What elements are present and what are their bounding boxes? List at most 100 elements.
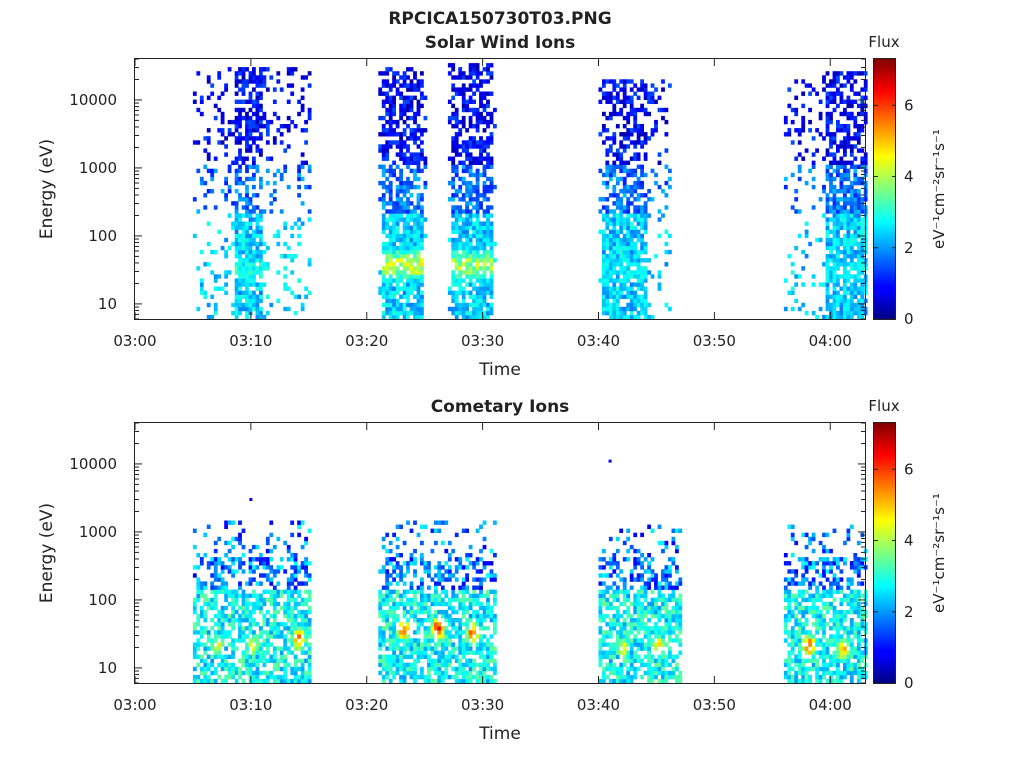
heatmap-cell <box>493 613 497 619</box>
heatmap-cell <box>465 674 469 680</box>
heatmap-cell <box>461 674 466 680</box>
heatmap-cell <box>238 180 242 186</box>
heatmap-cell <box>255 557 260 562</box>
heatmap-cell <box>661 107 665 113</box>
heatmap-cell <box>402 254 407 259</box>
heatmap-cell <box>392 310 396 316</box>
heatmap-cell <box>304 557 308 562</box>
heatmap-cell <box>619 314 624 320</box>
heatmap-cell <box>283 124 288 129</box>
heatmap-cell <box>836 217 840 222</box>
heatmap-cell <box>206 666 211 672</box>
heatmap-cell <box>210 561 215 566</box>
heatmap-cell <box>399 294 403 299</box>
heatmap-cell <box>245 650 249 655</box>
heatmap-cell <box>636 626 641 631</box>
heatmap-cell <box>811 136 816 141</box>
heatmap-cell <box>293 294 298 299</box>
heatmap-cell <box>286 67 291 72</box>
heatmap-cell <box>619 221 624 226</box>
heatmap-cell <box>413 245 417 251</box>
heatmap-cell <box>262 622 267 627</box>
heatmap-cell <box>427 561 431 566</box>
heatmap-cell <box>388 646 393 651</box>
heatmap-cell <box>475 119 480 125</box>
heatmap-cell <box>479 282 483 287</box>
heatmap-cell <box>489 180 494 186</box>
heatmap-cell <box>227 540 232 546</box>
heatmap-cell <box>406 520 410 525</box>
heatmap-cell <box>846 254 851 259</box>
heatmap-cell <box>259 581 263 586</box>
heatmap-cell <box>475 217 480 222</box>
heatmap-cell <box>622 270 627 275</box>
heatmap-cell <box>259 209 263 214</box>
heatmap-cell <box>206 634 211 639</box>
heatmap-cell <box>633 233 638 239</box>
heatmap-cell <box>406 189 410 194</box>
heatmap-cell <box>640 140 644 145</box>
heatmap-cell <box>629 213 634 218</box>
heatmap-cell <box>283 609 288 615</box>
heatmap-cell <box>427 666 431 672</box>
heatmap-cell <box>640 278 644 283</box>
heatmap-cell <box>440 646 445 651</box>
heatmap-cell <box>399 654 403 659</box>
heatmap-cell <box>657 654 662 659</box>
heatmap-cell <box>286 678 291 684</box>
heatmap-cell <box>234 286 239 291</box>
heatmap-cell <box>272 597 277 603</box>
heatmap-cell <box>608 650 613 655</box>
heatmap-cell <box>608 258 613 263</box>
heatmap-cell <box>668 233 672 239</box>
heatmap-cell <box>815 237 819 243</box>
heatmap-cell <box>640 626 644 631</box>
heatmap-cell <box>801 115 806 121</box>
heatmap-cell <box>213 622 218 627</box>
heatmap-cell <box>307 658 312 663</box>
heatmap-cell <box>860 128 865 133</box>
heatmap-cell <box>489 91 494 96</box>
heatmap-cell <box>427 638 431 643</box>
heatmap-cell <box>493 622 497 627</box>
heatmap-cell <box>461 678 466 684</box>
heatmap-cell <box>255 128 260 133</box>
heatmap-cell <box>416 589 421 594</box>
heatmap-cell <box>489 221 494 226</box>
heatmap-cell <box>210 597 215 603</box>
heatmap-cell <box>843 209 847 214</box>
heatmap-cell <box>416 233 421 239</box>
heatmap-cell <box>465 678 469 684</box>
heatmap-cell <box>381 148 386 153</box>
heatmap-cell <box>406 282 410 287</box>
heatmap-cell <box>829 241 833 247</box>
heatmap-cell <box>399 278 403 283</box>
heatmap-cell <box>598 630 603 635</box>
heatmap-cell <box>636 561 641 566</box>
heatmap-cell <box>192 654 197 659</box>
heatmap-cell <box>818 306 823 312</box>
heatmap-cell <box>378 144 383 149</box>
heatmap-cell <box>468 282 473 287</box>
heatmap-cell <box>832 270 837 275</box>
heatmap-cell <box>252 254 256 259</box>
heatmap-cell <box>465 140 469 145</box>
heatmap-cell <box>213 638 218 643</box>
heatmap-cell <box>486 111 490 117</box>
heatmap-cell <box>605 278 610 283</box>
heatmap-cell <box>406 160 410 165</box>
heatmap-cell <box>248 201 253 206</box>
heatmap-cell <box>196 613 201 619</box>
heatmap-cell <box>255 144 260 149</box>
heatmap-cell <box>468 662 473 668</box>
heatmap-cell <box>409 83 414 88</box>
heatmap-cell <box>265 634 270 639</box>
heatmap-cell <box>409 245 414 251</box>
heatmap-cell <box>227 168 232 174</box>
heatmap-cell <box>465 618 469 623</box>
heatmap-cell <box>461 290 466 295</box>
heatmap-cell <box>454 189 459 194</box>
heatmap-cell <box>640 209 644 214</box>
heatmap-cell <box>213 666 218 672</box>
heatmap-cell <box>657 524 662 529</box>
